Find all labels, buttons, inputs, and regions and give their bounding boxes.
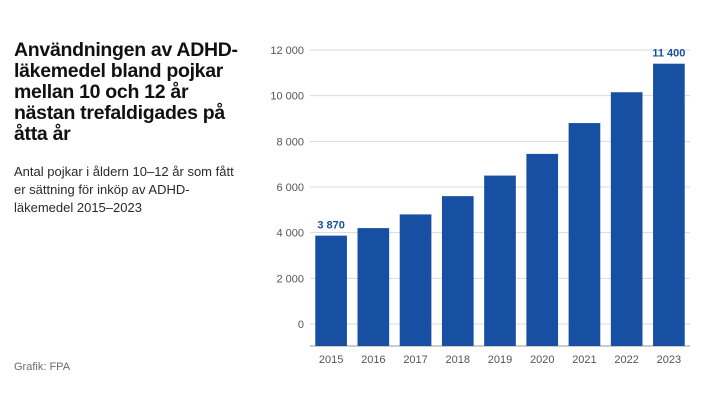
bar-2020 — [526, 153, 559, 346]
x-tick-label: 2015 — [319, 354, 343, 366]
y-tick-label: 4 000 — [276, 228, 304, 240]
chart-subtitle: Antal pojkar i åldern 10–12 år som fått … — [14, 164, 234, 215]
x-tick-label: 2022 — [614, 354, 638, 366]
chart-title: Användningen av ADHD-läkemedel bland poj… — [14, 39, 238, 145]
y-tick-label: 0 — [298, 319, 304, 331]
y-tick-label: 2 000 — [276, 273, 304, 285]
x-tick-label: 2021 — [572, 354, 596, 366]
x-tick-label: 2018 — [446, 354, 470, 366]
x-tick-label: 2023 — [657, 354, 681, 366]
bar-2016 — [357, 228, 390, 346]
y-tick-label: 6 000 — [276, 182, 304, 194]
bar-2015 — [315, 235, 347, 346]
x-tick-label: 2020 — [530, 354, 554, 366]
x-tick-label: 2016 — [361, 354, 385, 366]
source-credit: Grafik: FPA — [14, 361, 71, 373]
y-tick-label: 10 000 — [270, 91, 304, 103]
data-label-2023: 11 400 — [652, 48, 685, 60]
x-tick-label: 2017 — [403, 354, 427, 366]
bar-2019 — [484, 175, 516, 346]
bar-2022 — [610, 92, 643, 346]
bar-2017 — [399, 214, 432, 346]
y-tick-label: 12 000 — [270, 45, 304, 57]
bar-2021 — [568, 123, 601, 346]
y-tick-label: 8 000 — [276, 136, 304, 148]
bar-2023 — [653, 63, 685, 346]
bar-2018 — [441, 196, 474, 346]
data-label-2015: 3 870 — [317, 220, 345, 232]
x-tick-label: 2019 — [488, 354, 512, 366]
